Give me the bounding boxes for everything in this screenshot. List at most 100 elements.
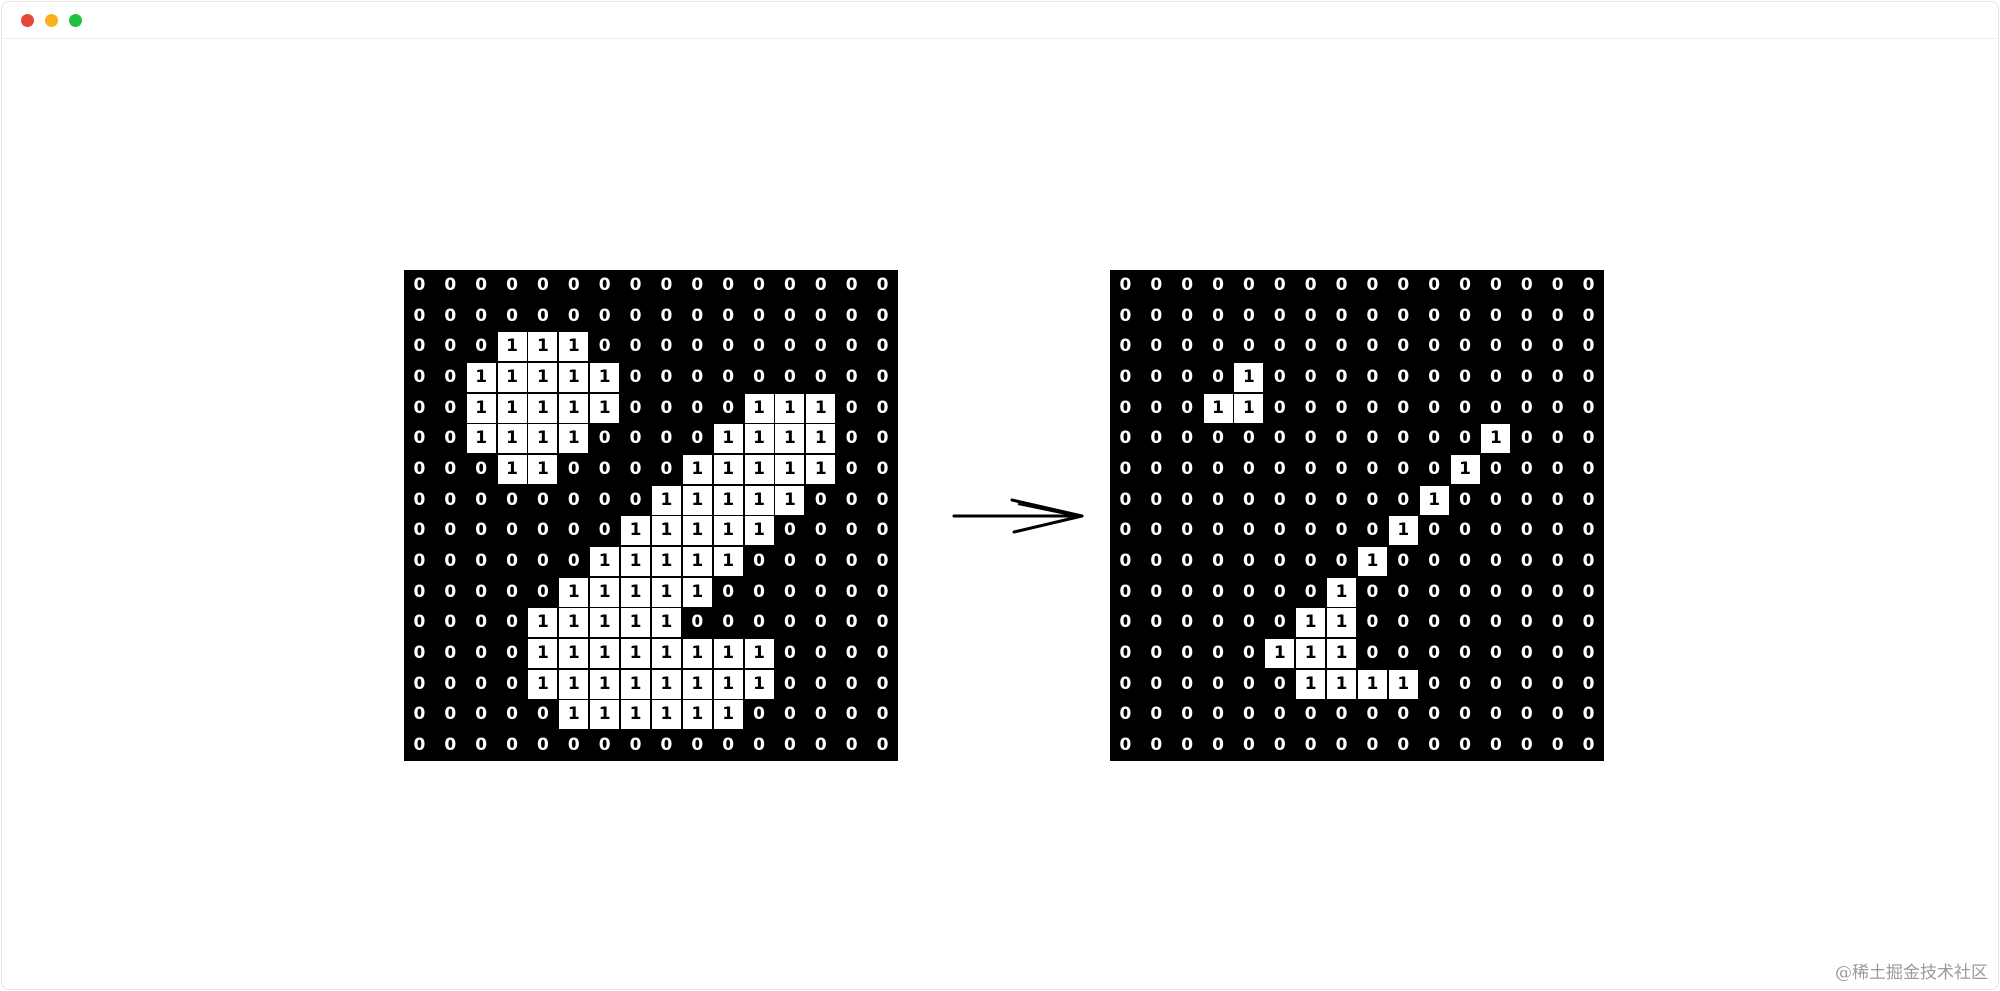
- grid-cell-zero: 0: [1171, 484, 1203, 516]
- grid-cell-zero: 0: [836, 361, 868, 393]
- grid-cell-zero: 0: [1264, 453, 1296, 485]
- grid-cell-zero: 0: [465, 730, 497, 762]
- grid-cell-zero: 0: [1387, 607, 1419, 639]
- grid-cell-zero: 0: [1418, 361, 1450, 393]
- grid-cell-zero: 0: [1356, 515, 1388, 547]
- grid-cell-zero: 0: [1233, 300, 1265, 332]
- grid-cell-zero: 0: [836, 576, 868, 608]
- grid-cell-one: 1: [1326, 607, 1358, 639]
- grid-cell-zero: 0: [805, 638, 837, 670]
- grid-cell-zero: 0: [527, 515, 559, 547]
- grid-cell-one: 1: [1356, 546, 1388, 578]
- grid-cell-zero: 0: [1573, 638, 1605, 670]
- grid-cell-one: 1: [774, 392, 806, 424]
- grid-cell-zero: 0: [434, 423, 466, 455]
- maximize-button[interactable]: [69, 14, 82, 27]
- grid-cell-zero: 0: [1449, 392, 1481, 424]
- grid-cell-zero: 0: [836, 730, 868, 762]
- grid-cell-zero: 0: [836, 269, 868, 301]
- grid-cell-zero: 0: [1109, 546, 1141, 578]
- grid-cell-zero: 0: [836, 515, 868, 547]
- grid-cell-zero: 0: [1511, 546, 1543, 578]
- grid-cell-zero: 0: [1202, 484, 1234, 516]
- grid-cell-zero: 0: [1233, 515, 1265, 547]
- grid-cell-zero: 0: [1109, 269, 1141, 301]
- grid-cell-one: 1: [650, 515, 682, 547]
- grid-cell-zero: 0: [1233, 269, 1265, 301]
- grid-cell-one: 1: [650, 699, 682, 731]
- grid-cell-zero: 0: [403, 361, 435, 393]
- grid-cell-zero: 0: [1202, 515, 1234, 547]
- grid-cell-zero: 0: [1387, 453, 1419, 485]
- grid-cell-zero: 0: [774, 269, 806, 301]
- grid-cell-zero: 0: [1511, 699, 1543, 731]
- grid-cell-zero: 0: [1233, 699, 1265, 731]
- grid-cell-zero: 0: [1233, 453, 1265, 485]
- grid-cell-zero: 0: [1387, 361, 1419, 393]
- grid-cell-zero: 0: [620, 730, 652, 762]
- grid-cell-one: 1: [681, 484, 713, 516]
- grid-cell-zero: 0: [1573, 300, 1605, 332]
- grid-cell-one: 1: [620, 668, 652, 700]
- grid-cell-zero: 0: [1449, 300, 1481, 332]
- grid-cell-zero: 0: [1356, 392, 1388, 424]
- grid-cell-zero: 0: [743, 546, 775, 578]
- grid-cell-zero: 0: [1233, 423, 1265, 455]
- grid-cell-zero: 0: [805, 269, 837, 301]
- grid-cell-one: 1: [712, 515, 744, 547]
- grid-cell-zero: 0: [1511, 269, 1543, 301]
- grid-cell-zero: 0: [1511, 331, 1543, 363]
- grid-cell-zero: 0: [1387, 638, 1419, 670]
- grid-cell-zero: 0: [465, 484, 497, 516]
- grid-cell-zero: 0: [1542, 300, 1574, 332]
- grid-cell-zero: 0: [1140, 392, 1172, 424]
- grid-cell-zero: 0: [1326, 269, 1358, 301]
- grid-cell-zero: 0: [1542, 423, 1574, 455]
- grid-cell-zero: 0: [1573, 730, 1605, 762]
- grid-cell-zero: 0: [589, 423, 621, 455]
- grid-cell-one: 1: [465, 392, 497, 424]
- grid-cell-zero: 0: [403, 423, 435, 455]
- grid-cell-zero: 0: [743, 331, 775, 363]
- grid-cell-zero: 0: [403, 730, 435, 762]
- grid-cell-zero: 0: [650, 361, 682, 393]
- grid-cell-one: 1: [774, 453, 806, 485]
- grid-cell-zero: 0: [434, 668, 466, 700]
- grid-cell-zero: 0: [805, 515, 837, 547]
- grid-cell-one: 1: [589, 576, 621, 608]
- grid-cell-one: 1: [558, 576, 590, 608]
- grid-cell-zero: 0: [650, 730, 682, 762]
- grid-cell-zero: 0: [1171, 269, 1203, 301]
- grid-cell-zero: 0: [496, 515, 528, 547]
- grid-cell-zero: 0: [1202, 423, 1234, 455]
- grid-cell-zero: 0: [434, 484, 466, 516]
- grid-cell-zero: 0: [1418, 331, 1450, 363]
- grid-cell-zero: 0: [1264, 361, 1296, 393]
- grid-cell-zero: 0: [434, 269, 466, 301]
- grid-cell-zero: 0: [1326, 546, 1358, 578]
- grid-cell-zero: 0: [867, 423, 899, 455]
- grid-cell-zero: 0: [1480, 668, 1512, 700]
- grid-cell-one: 1: [650, 668, 682, 700]
- grid-cell-zero: 0: [1356, 484, 1388, 516]
- grid-cell-one: 1: [743, 638, 775, 670]
- grid-cell-zero: 0: [712, 576, 744, 608]
- grid-cell-one: 1: [712, 638, 744, 670]
- grid-cell-zero: 0: [1295, 361, 1327, 393]
- grid-cell-one: 1: [1449, 453, 1481, 485]
- grid-cell-zero: 0: [681, 730, 713, 762]
- grid-cell-one: 1: [465, 423, 497, 455]
- grid-cell-zero: 0: [712, 300, 744, 332]
- grid-cell-zero: 0: [712, 269, 744, 301]
- grid-cell-one: 1: [1326, 668, 1358, 700]
- grid-cell-zero: 0: [403, 484, 435, 516]
- grid-cell-zero: 0: [1542, 638, 1574, 670]
- grid-cell-zero: 0: [867, 576, 899, 608]
- grid-cell-one: 1: [558, 392, 590, 424]
- grid-cell-zero: 0: [681, 392, 713, 424]
- close-button[interactable]: [21, 14, 34, 27]
- minimize-button[interactable]: [45, 14, 58, 27]
- grid-cell-one: 1: [650, 576, 682, 608]
- grid-cell-zero: 0: [465, 453, 497, 485]
